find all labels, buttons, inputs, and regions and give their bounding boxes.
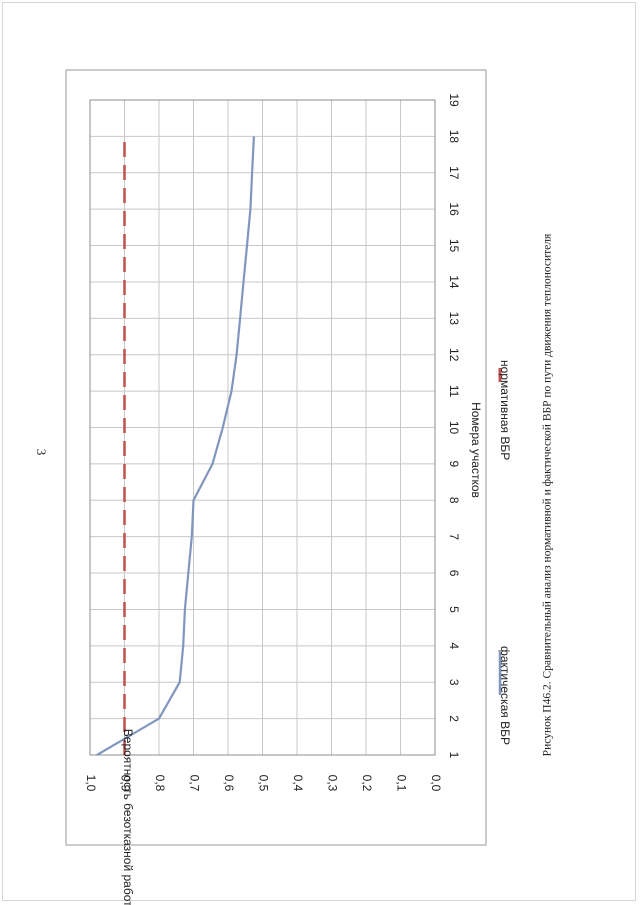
x-tick-label: 11 [447, 385, 461, 398]
plot-area [89, 99, 436, 756]
x-tick-label: 18 [447, 130, 461, 144]
x-tick-label: 12 [447, 348, 461, 362]
legend-label-actual: фактическая ВБР [498, 646, 512, 745]
x-tick-label: 14 [447, 275, 461, 289]
x-tick-label: 4 [447, 642, 461, 649]
x-tick-label: 17 [447, 166, 461, 180]
x-tick-label: 7 [447, 533, 461, 540]
chart-frame [65, 69, 487, 846]
figure-caption: Рисунок П46.2. Сравнительный анализ норм… [542, 233, 554, 756]
x-tick-label: 13 [447, 312, 461, 326]
x-tick-label: 15 [447, 239, 461, 253]
grid-layer [89, 99, 436, 756]
series-layer [96, 136, 255, 756]
y-tick-labels: 0,0 0,1 0,2 0,3 0,4 0,5 0,6 0,7 0,8 0,9 1,0 [84, 775, 443, 792]
x-tick-label: 1 [447, 752, 461, 759]
series-line-actual [96, 136, 255, 756]
y-tick-label: 0,1 [394, 775, 408, 792]
x-axis-title: Номера участков [469, 402, 483, 498]
x-tick-label: 9 [447, 461, 461, 468]
y-tick-label: 0,3 [325, 775, 339, 792]
y-tick-label: 0,0 [429, 775, 443, 792]
x-tick-label: 16 [447, 202, 461, 216]
legend: фактическая ВБР нормативная ВБР [498, 360, 512, 745]
y-tick-label: 0,4 [291, 775, 305, 792]
y-tick-label: 1,0 [84, 775, 98, 792]
x-tick-label: 10 [447, 421, 461, 435]
y-tick-label: 0,6 [222, 775, 236, 792]
x-tick-label: 19 [447, 93, 461, 107]
page-number: 3 [34, 449, 49, 456]
y-axis-title: Вероятность безотказной работы [121, 729, 135, 905]
y-tick-label: 0,5 [256, 775, 270, 792]
x-tick-label: 5 [447, 606, 461, 613]
x-tick-label: 3 [447, 679, 461, 686]
legend-label-normative: нормативная ВБР [498, 360, 512, 460]
x-tick-label: 8 [447, 497, 461, 504]
x-tick-label: 6 [447, 570, 461, 577]
y-tick-label: 0,2 [360, 775, 374, 792]
y-tick-label: 0,7 [187, 775, 201, 792]
y-tick-label: 0,8 [153, 775, 167, 792]
y-tick-label: 0,9 [118, 775, 132, 792]
x-tick-label: 2 [447, 715, 461, 722]
